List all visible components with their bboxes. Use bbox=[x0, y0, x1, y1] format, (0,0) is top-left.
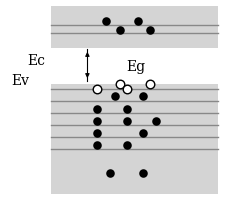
Point bbox=[140, 131, 144, 135]
Point bbox=[154, 119, 158, 123]
Point bbox=[117, 28, 121, 31]
Point bbox=[124, 143, 128, 147]
Point bbox=[94, 87, 98, 91]
Point bbox=[117, 83, 121, 86]
Text: Eg: Eg bbox=[126, 60, 145, 74]
Point bbox=[113, 95, 116, 98]
Point bbox=[94, 143, 98, 147]
Point bbox=[140, 171, 144, 175]
Point bbox=[104, 19, 107, 23]
Point bbox=[94, 119, 98, 123]
Text: Ev: Ev bbox=[11, 74, 29, 88]
Bar bbox=[50, 84, 218, 194]
Point bbox=[124, 119, 128, 123]
Point bbox=[94, 131, 98, 135]
Point bbox=[136, 19, 139, 23]
Point bbox=[94, 107, 98, 111]
Point bbox=[124, 107, 128, 111]
Text: Ec: Ec bbox=[27, 54, 45, 68]
Point bbox=[108, 171, 112, 175]
Point bbox=[140, 95, 144, 98]
Point bbox=[147, 83, 151, 86]
Point bbox=[147, 28, 151, 31]
Point bbox=[124, 87, 128, 91]
Bar bbox=[50, 6, 218, 48]
